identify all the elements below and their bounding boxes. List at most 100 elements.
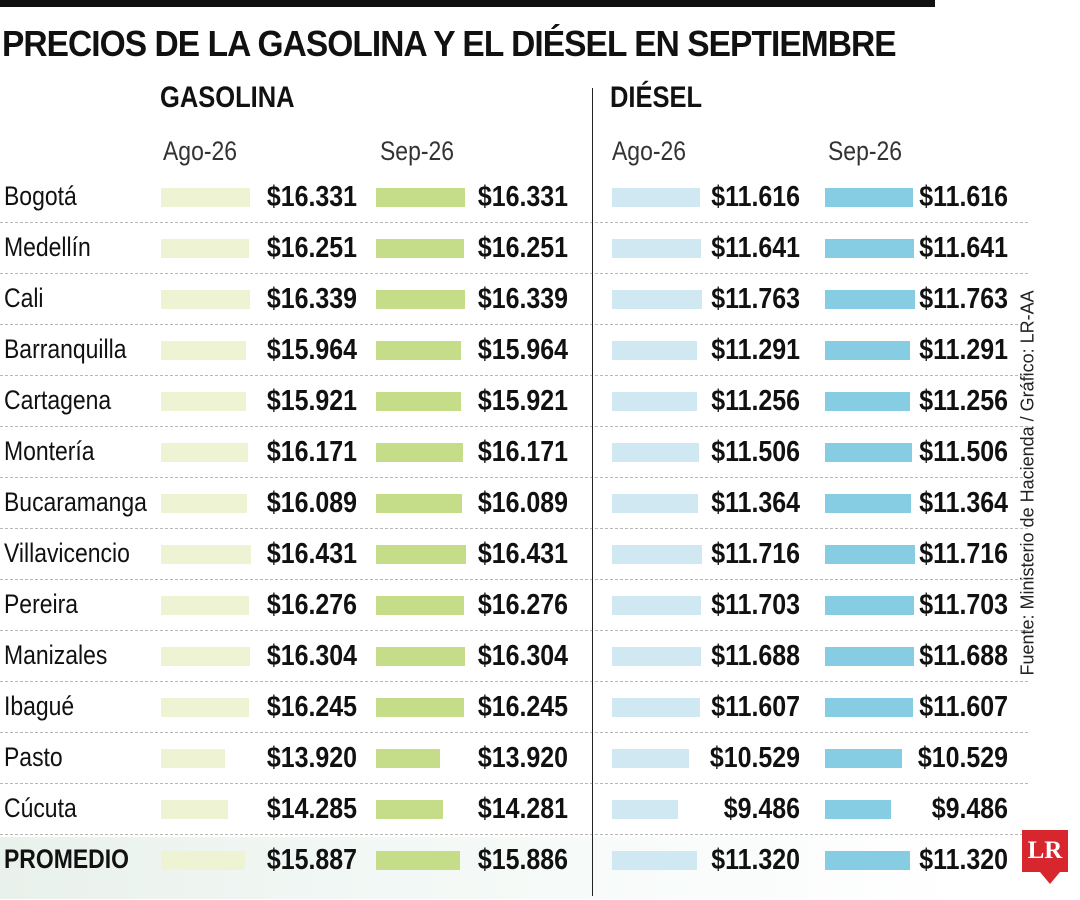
bar-diesel-ago	[612, 239, 701, 258]
value-label-diesel-sep: $11.364	[919, 487, 1008, 519]
row-separator	[0, 681, 1028, 682]
category-label: Bogotá	[4, 181, 77, 211]
bar-gas-sep	[376, 443, 463, 462]
value-label-diesel-ago: $11.364	[711, 487, 800, 519]
bar-diesel-sep	[825, 800, 891, 819]
row-separator	[0, 273, 1028, 274]
bar-gas-ago	[161, 494, 247, 513]
row-separator	[0, 477, 1028, 478]
value-label-diesel-ago: $11.703	[711, 589, 800, 621]
category-label: Bucaramanga	[4, 487, 147, 517]
value-label-gas-sep: $15.964	[477, 334, 568, 366]
value-label-gas-sep: $15.921	[477, 385, 568, 417]
category-label: Cali	[4, 283, 44, 313]
row-separator	[0, 375, 1028, 376]
bar-diesel-ago	[612, 341, 697, 360]
bar-diesel-ago	[612, 392, 697, 411]
value-label-diesel-sep: $9.486	[931, 793, 1008, 825]
category-label: Manizales	[4, 640, 108, 670]
bar-diesel-sep	[825, 494, 911, 513]
value-label-gas-ago: $16.339	[266, 283, 357, 315]
value-label-diesel-ago: $11.641	[711, 232, 800, 264]
bar-gas-sep	[376, 290, 465, 309]
bar-diesel-sep	[825, 698, 913, 717]
row-separator	[0, 426, 1028, 427]
value-label-gas-ago: $15.921	[266, 385, 357, 417]
value-label-gas-sep: $16.251	[477, 232, 568, 264]
bar-gas-ago	[161, 698, 249, 717]
bar-gas-ago	[161, 545, 251, 564]
bar-diesel-ago	[612, 698, 700, 717]
value-label-diesel-ago: $11.616	[711, 181, 800, 213]
value-label-diesel-sep: $11.291	[919, 334, 1008, 366]
source-note: Fuente: Ministerio de Hacienda / Gráfico…	[1017, 290, 1038, 676]
value-label-gas-sep: $16.171	[477, 436, 568, 468]
value-label-diesel-ago: $11.607	[711, 691, 800, 723]
bar-diesel-ago	[612, 545, 702, 564]
value-label-gas-ago: $16.245	[266, 691, 357, 723]
value-label-diesel-sep: $11.616	[919, 181, 1008, 213]
bar-diesel-sep	[825, 392, 910, 411]
bar-gas-ago	[161, 800, 228, 819]
group-header-gasolina: GASOLINA	[160, 81, 295, 114]
value-label-diesel-sep: $11.506	[919, 436, 1008, 468]
value-label-gas-sep: $16.245	[477, 691, 568, 723]
value-label-gas-ago: $16.331	[266, 181, 357, 213]
bar-gas-sep	[376, 800, 443, 819]
bar-diesel-ago	[612, 851, 697, 870]
value-label-gas-sep: $16.331	[477, 181, 568, 213]
group-divider	[592, 88, 593, 896]
value-label-diesel-ago: $11.291	[711, 334, 800, 366]
value-label-gas-sep: $16.431	[477, 538, 568, 570]
period-header-diesel-ago: Ago-26	[612, 136, 687, 166]
bar-diesel-ago	[612, 188, 700, 207]
value-label-diesel-sep: $11.320	[919, 844, 1008, 876]
bar-diesel-ago	[612, 800, 678, 819]
category-label: Cúcuta	[4, 793, 77, 823]
bar-gas-sep	[376, 596, 464, 615]
bar-gas-sep	[376, 392, 461, 411]
top-rule	[0, 0, 935, 7]
bar-gas-ago	[161, 647, 250, 666]
value-label-gas-ago: $13.920	[266, 742, 357, 774]
row-separator	[0, 732, 1028, 733]
value-label-diesel-ago: $11.256	[711, 385, 800, 417]
bar-gas-sep	[376, 545, 466, 564]
bar-diesel-ago	[612, 647, 701, 666]
value-label-diesel-sep: $11.716	[919, 538, 1008, 570]
value-label-diesel-sep: $11.607	[919, 691, 1008, 723]
bar-diesel-sep	[825, 341, 910, 360]
bar-gas-sep	[376, 698, 464, 717]
bar-gas-ago	[161, 851, 245, 870]
row-separator	[0, 630, 1028, 631]
row-separator	[0, 579, 1028, 580]
value-label-diesel-ago: $11.716	[711, 538, 800, 570]
value-label-gas-ago: $16.276	[266, 589, 357, 621]
value-label-diesel-ago: $11.688	[711, 640, 800, 672]
value-label-gas-ago: $16.431	[266, 538, 357, 570]
bar-gas-sep	[376, 341, 461, 360]
bar-gas-ago	[161, 596, 249, 615]
value-label-gas-sep: $16.304	[477, 640, 568, 672]
chart-title: PRECIOS DE LA GASOLINA Y EL DIÉSEL EN SE…	[2, 23, 897, 64]
bar-gas-ago	[161, 188, 250, 207]
value-label-gas-ago: $16.089	[266, 487, 357, 519]
value-label-diesel-ago: $9.486	[723, 793, 800, 825]
bar-gas-sep	[376, 188, 465, 207]
value-label-diesel-ago: $11.506	[711, 436, 800, 468]
category-label: Cartagena	[4, 385, 112, 415]
category-label: Ibagué	[4, 691, 75, 721]
bar-diesel-sep	[825, 443, 912, 462]
bar-gas-sep	[376, 239, 464, 258]
bar-diesel-sep	[825, 188, 913, 207]
bar-diesel-sep	[825, 239, 914, 258]
value-label-gas-ago: $15.887	[266, 844, 357, 876]
category-label: Pasto	[4, 742, 63, 772]
value-label-diesel-ago: $11.320	[711, 844, 800, 876]
value-label-diesel-sep: $11.688	[919, 640, 1008, 672]
group-header-diesel: DIÉSEL	[610, 81, 703, 114]
value-label-diesel-sep: $11.703	[919, 589, 1008, 621]
bar-gas-sep	[376, 749, 440, 768]
period-header-gas-sep: Sep-26	[380, 136, 455, 166]
category-label: Pereira	[4, 589, 78, 619]
